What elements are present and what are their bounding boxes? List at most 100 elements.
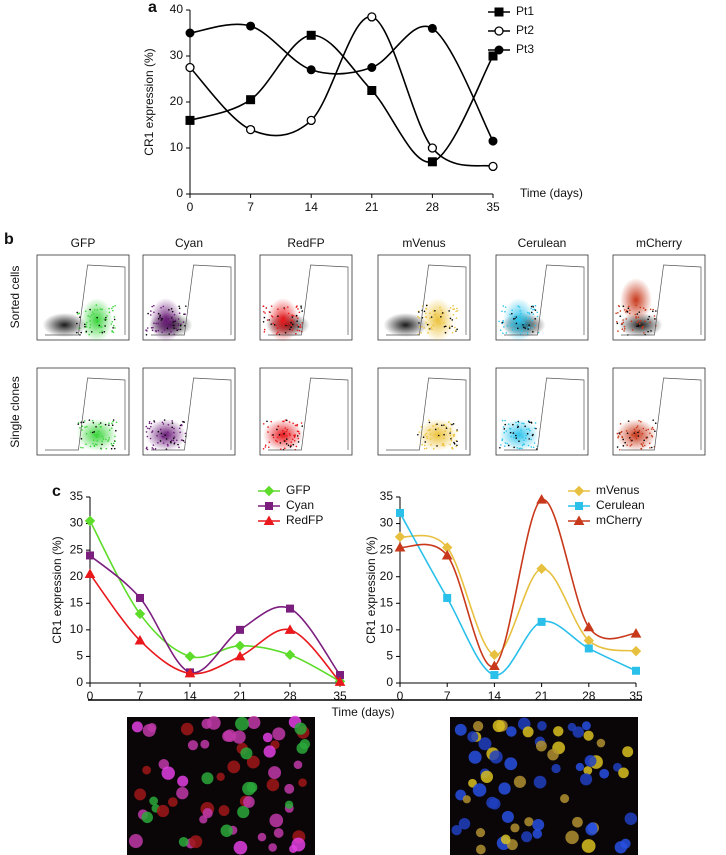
dot <box>533 442 536 444</box>
dot <box>638 419 640 422</box>
dot <box>151 329 154 332</box>
dot <box>284 331 287 334</box>
dot <box>643 444 646 447</box>
dot <box>635 437 638 440</box>
marker <box>246 21 256 31</box>
dot <box>503 431 506 434</box>
dot <box>171 420 174 422</box>
dot <box>439 323 441 325</box>
dot <box>511 309 513 312</box>
dot <box>115 421 118 424</box>
dot <box>635 426 638 429</box>
dot <box>629 439 632 441</box>
dot <box>271 316 274 318</box>
dot <box>643 439 645 442</box>
dot <box>180 424 183 427</box>
dot <box>615 312 617 315</box>
dot <box>617 330 619 332</box>
dot <box>77 423 80 425</box>
dot <box>634 313 637 316</box>
dot <box>649 432 651 435</box>
dot <box>527 444 530 447</box>
cell <box>201 772 214 785</box>
cell <box>475 844 486 855</box>
dot <box>619 310 622 312</box>
cell <box>500 834 511 845</box>
dot <box>622 321 625 324</box>
dot <box>289 446 292 448</box>
dot <box>150 327 153 329</box>
x-tick-label: 28 <box>283 689 297 703</box>
dot <box>502 305 505 307</box>
cell <box>240 747 253 760</box>
dot <box>424 441 427 443</box>
legend-label: mVenus <box>596 483 639 497</box>
dot <box>298 329 301 332</box>
dot <box>85 326 88 328</box>
dot <box>108 311 111 314</box>
dot <box>515 322 518 325</box>
dot <box>626 444 628 446</box>
dot <box>527 328 529 330</box>
dot <box>443 433 445 436</box>
marker <box>367 86 377 95</box>
marker <box>394 541 406 552</box>
dot <box>93 309 96 311</box>
dot <box>439 306 441 309</box>
dot <box>616 432 619 435</box>
dot <box>294 434 296 436</box>
dot <box>108 429 111 431</box>
marker <box>630 628 642 638</box>
dot <box>291 438 294 441</box>
dot <box>98 423 100 426</box>
dot <box>279 448 282 450</box>
marker <box>537 617 546 626</box>
marker <box>306 115 316 126</box>
cloud <box>620 278 652 322</box>
dot <box>101 330 103 332</box>
y-tick-label: 0 <box>386 675 393 689</box>
dot <box>633 428 636 431</box>
dot <box>452 305 454 307</box>
cell <box>176 786 189 800</box>
dot <box>177 443 179 446</box>
dot <box>281 319 283 322</box>
dot <box>622 319 624 321</box>
dot <box>450 437 453 439</box>
dot <box>96 440 99 442</box>
cell <box>243 796 255 808</box>
dot <box>89 326 91 329</box>
dot <box>456 429 458 431</box>
dot <box>629 437 631 439</box>
dot <box>111 424 114 426</box>
dot <box>432 324 435 327</box>
legend-label: Cyan <box>286 498 314 512</box>
dot <box>430 326 433 329</box>
dot <box>96 443 98 446</box>
dot <box>84 310 87 313</box>
dot <box>277 331 279 334</box>
dot <box>443 322 445 324</box>
dot <box>165 438 168 440</box>
cell <box>200 739 210 749</box>
dot <box>165 448 168 450</box>
marker <box>573 485 585 497</box>
dot <box>84 325 86 328</box>
dot <box>630 443 633 446</box>
dot <box>522 323 524 326</box>
dot <box>146 435 149 438</box>
dot <box>296 324 299 326</box>
dot <box>532 313 535 315</box>
dot <box>526 428 528 431</box>
dot <box>455 445 457 448</box>
dot <box>448 421 450 423</box>
marker <box>86 551 94 560</box>
cloud <box>421 298 454 342</box>
dot <box>616 322 619 325</box>
dot <box>267 431 269 433</box>
dot <box>290 444 292 447</box>
marker <box>306 30 316 40</box>
dot <box>502 332 504 335</box>
dot <box>427 332 429 334</box>
dot <box>648 442 651 445</box>
